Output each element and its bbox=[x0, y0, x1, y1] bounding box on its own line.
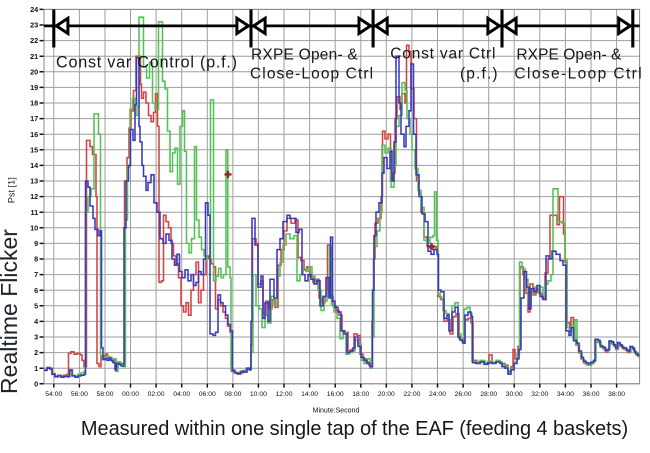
svg-text:22:00: 22:00 bbox=[403, 391, 420, 398]
svg-text:Pst [1]: Pst [1] bbox=[7, 177, 17, 203]
svg-text:34:00: 34:00 bbox=[557, 391, 574, 398]
svg-text:Const var Ctrl: Const var Ctrl bbox=[390, 45, 496, 62]
svg-text:6: 6 bbox=[34, 286, 38, 295]
svg-text:7: 7 bbox=[34, 270, 38, 279]
svg-text:24: 24 bbox=[30, 5, 39, 14]
svg-text:Close-Loop Ctrl: Close-Loop Ctrl bbox=[250, 65, 374, 82]
svg-text:11: 11 bbox=[30, 208, 38, 217]
svg-text:Realtime Flicker: Realtime Flicker bbox=[0, 229, 22, 394]
svg-text:16:00: 16:00 bbox=[327, 391, 344, 398]
svg-text:2: 2 bbox=[34, 348, 38, 357]
svg-text:0: 0 bbox=[34, 379, 38, 388]
svg-text:10:00: 10:00 bbox=[250, 391, 267, 398]
svg-text:24:00: 24:00 bbox=[429, 391, 446, 398]
svg-text:28:00: 28:00 bbox=[480, 391, 497, 398]
svg-text:Measured within one single tap: Measured within one single tap of the EA… bbox=[81, 418, 628, 440]
svg-text:36:00: 36:00 bbox=[582, 391, 599, 398]
svg-text:8: 8 bbox=[34, 255, 38, 264]
svg-text:17: 17 bbox=[30, 114, 38, 123]
svg-text:32:00: 32:00 bbox=[531, 391, 548, 398]
svg-text:13: 13 bbox=[30, 177, 38, 186]
svg-text:4: 4 bbox=[34, 317, 39, 326]
svg-text:20: 20 bbox=[30, 67, 38, 76]
svg-text:Const var Control (p.f.): Const var Control (p.f.) bbox=[56, 54, 238, 72]
svg-text:(p.f.): (p.f.) bbox=[460, 66, 499, 83]
svg-text:14:00: 14:00 bbox=[301, 391, 318, 398]
svg-text:12: 12 bbox=[30, 192, 38, 201]
svg-text:06:00: 06:00 bbox=[199, 391, 216, 398]
svg-text:54:00: 54:00 bbox=[45, 391, 62, 398]
svg-text:1: 1 bbox=[34, 364, 38, 373]
svg-text:5: 5 bbox=[34, 301, 38, 310]
svg-text:18:00: 18:00 bbox=[352, 391, 369, 398]
svg-text:38:00: 38:00 bbox=[608, 391, 625, 398]
svg-text:RXPE Open- &: RXPE Open- & bbox=[516, 47, 622, 64]
svg-text:16: 16 bbox=[30, 130, 38, 139]
svg-text:12:00: 12:00 bbox=[275, 391, 292, 398]
svg-text:58:00: 58:00 bbox=[96, 391, 113, 398]
svg-text:04:00: 04:00 bbox=[173, 391, 190, 398]
svg-text:RXPE Open- &: RXPE Open- & bbox=[251, 47, 358, 64]
svg-text:15: 15 bbox=[30, 145, 38, 154]
svg-text:56:00: 56:00 bbox=[71, 391, 88, 398]
svg-text:02:00: 02:00 bbox=[148, 391, 165, 398]
svg-text:9: 9 bbox=[34, 239, 38, 248]
svg-text:30:00: 30:00 bbox=[506, 391, 523, 398]
svg-text:00:00: 00:00 bbox=[122, 391, 139, 398]
svg-text:18: 18 bbox=[30, 99, 38, 108]
svg-text:26:00: 26:00 bbox=[455, 391, 472, 398]
svg-text:Minute:Second: Minute:Second bbox=[313, 408, 360, 415]
svg-text:Close-Loop Ctrl: Close-Loop Ctrl bbox=[514, 65, 643, 82]
svg-text:10: 10 bbox=[30, 223, 38, 232]
svg-text:19: 19 bbox=[30, 83, 38, 92]
svg-text:3: 3 bbox=[34, 333, 38, 342]
svg-text:23: 23 bbox=[30, 21, 38, 30]
svg-text:14: 14 bbox=[30, 161, 39, 170]
svg-text:21: 21 bbox=[30, 52, 38, 61]
svg-text:20:00: 20:00 bbox=[378, 391, 395, 398]
svg-text:22: 22 bbox=[30, 36, 38, 45]
svg-text:08:00: 08:00 bbox=[224, 391, 241, 398]
